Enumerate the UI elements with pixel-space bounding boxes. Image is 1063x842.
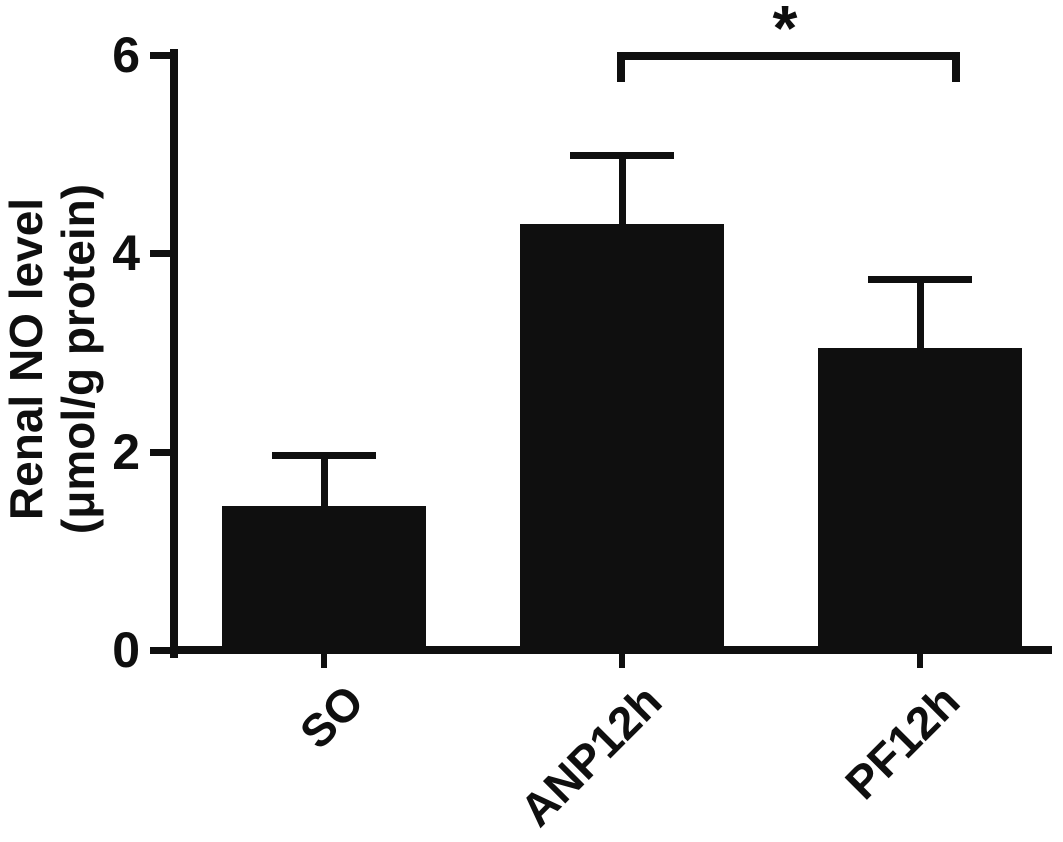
y-axis-tick bbox=[150, 52, 170, 59]
error-bar-stem bbox=[320, 451, 328, 509]
x-axis-tick bbox=[619, 654, 625, 668]
y-tick-label: 2 bbox=[112, 423, 140, 480]
y-axis-tick bbox=[150, 448, 170, 456]
error-bar-cap bbox=[868, 276, 972, 284]
y-tick-label: 0 bbox=[112, 622, 140, 678]
x-axis-tick bbox=[321, 654, 327, 668]
x-axis-tick bbox=[917, 654, 923, 668]
y-tick-label: 4 bbox=[112, 225, 140, 282]
error-bar-cap bbox=[272, 451, 376, 459]
bar bbox=[818, 347, 1022, 650]
y-tick-label: 6 bbox=[112, 27, 140, 83]
y-axis-tick bbox=[150, 250, 170, 258]
error-bar-stem bbox=[916, 276, 924, 350]
error-bar-cap bbox=[570, 152, 674, 160]
y-axis-tick bbox=[150, 647, 170, 654]
x-axis-line bbox=[170, 646, 1052, 654]
significance-bracket-top bbox=[617, 52, 960, 60]
bar bbox=[222, 506, 426, 650]
bar bbox=[520, 223, 724, 650]
x-tick-label: ANP12h bbox=[509, 674, 672, 837]
y-axis-line bbox=[170, 49, 178, 658]
significance-bracket-left-tick bbox=[617, 52, 625, 82]
x-tick-label: SO bbox=[289, 674, 374, 759]
significance-bracket-right-tick bbox=[952, 52, 960, 82]
error-bar-stem bbox=[618, 152, 626, 226]
x-tick-label: PF12h bbox=[835, 674, 970, 810]
significance-asterisk: * bbox=[772, 0, 798, 64]
